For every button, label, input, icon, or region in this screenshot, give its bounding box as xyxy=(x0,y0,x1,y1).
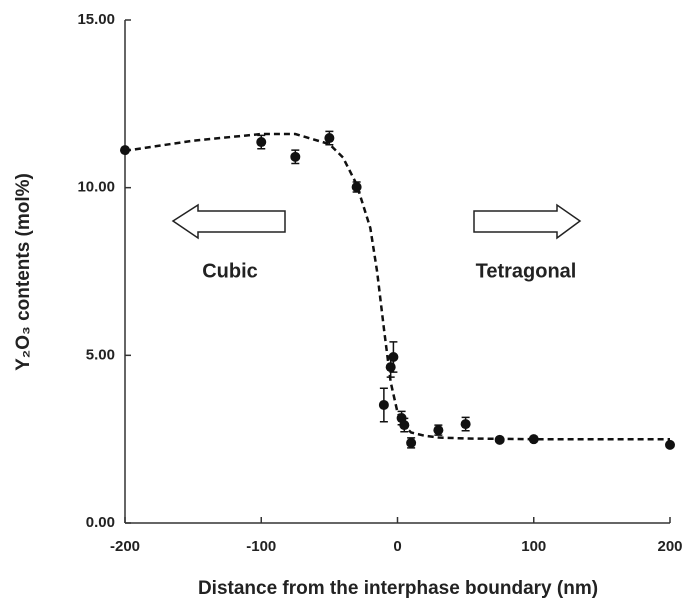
x-tick-label: 200 xyxy=(657,538,682,555)
annotation: Tetragonal xyxy=(476,260,577,282)
y-tick-label: 5.00 xyxy=(86,346,115,363)
data-point xyxy=(120,145,130,156)
fit-curve xyxy=(124,132,670,441)
x-axis-title: Distance from the interphase boundary (n… xyxy=(198,578,598,599)
data-point xyxy=(460,419,471,430)
data-point xyxy=(290,151,301,162)
y-tick-label: 15.00 xyxy=(77,11,115,28)
data-point xyxy=(324,133,335,144)
data-point xyxy=(399,420,410,431)
y-axis-title: Y₂O₃ contents (mol%) xyxy=(13,173,34,371)
right-arrow xyxy=(473,203,582,240)
data-point xyxy=(256,137,267,148)
data-point xyxy=(388,352,399,363)
data-point xyxy=(433,425,444,436)
data-point xyxy=(351,181,362,192)
data-point xyxy=(528,434,539,445)
annotation: Cubic xyxy=(202,260,258,282)
left-arrow xyxy=(171,203,286,240)
y-tick-label: 10.00 xyxy=(77,179,115,196)
data-point xyxy=(406,437,417,448)
data-point xyxy=(378,399,389,410)
x-tick-label: -100 xyxy=(246,538,276,555)
x-tick-label: -200 xyxy=(110,538,140,555)
data-point xyxy=(385,362,396,373)
data-point xyxy=(494,434,505,445)
data-point xyxy=(665,439,675,450)
x-tick-label: 100 xyxy=(521,538,546,555)
y-tick-label: 0.00 xyxy=(86,514,115,531)
x-tick-label: 0 xyxy=(393,538,401,555)
